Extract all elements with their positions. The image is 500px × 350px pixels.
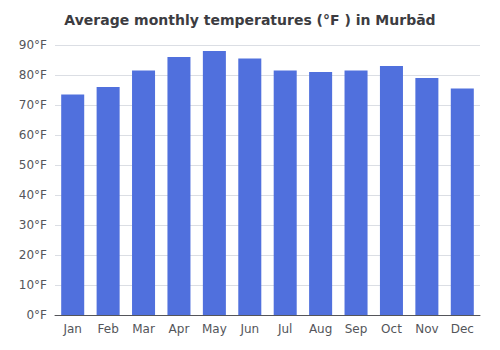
svg-text:May: May xyxy=(202,322,227,336)
svg-text:Apr: Apr xyxy=(169,322,190,336)
svg-text:60°F: 60°F xyxy=(19,128,47,142)
svg-text:Feb: Feb xyxy=(98,322,119,336)
svg-text:Jan: Jan xyxy=(62,322,82,336)
svg-text:20°F: 20°F xyxy=(19,248,47,262)
svg-text:Average monthly temperatures (: Average monthly temperatures (°F ) in Mu… xyxy=(64,12,435,28)
svg-text:Jul: Jul xyxy=(277,322,292,336)
svg-text:30°F: 30°F xyxy=(19,218,47,232)
svg-text:50°F: 50°F xyxy=(19,158,47,172)
svg-text:Oct: Oct xyxy=(381,322,402,336)
svg-text:70°F: 70°F xyxy=(19,98,47,112)
svg-text:Mar: Mar xyxy=(132,322,155,336)
svg-text:Aug: Aug xyxy=(309,322,332,336)
svg-text:10°F: 10°F xyxy=(19,278,47,292)
svg-text:40°F: 40°F xyxy=(19,188,47,202)
svg-text:Nov: Nov xyxy=(415,322,438,336)
svg-text:Sep: Sep xyxy=(345,322,368,336)
svg-text:80°F: 80°F xyxy=(19,68,47,82)
svg-text:0°F: 0°F xyxy=(26,308,47,322)
svg-text:Dec: Dec xyxy=(451,322,474,336)
svg-text:Jun: Jun xyxy=(239,322,259,336)
svg-text:90°F: 90°F xyxy=(19,38,47,52)
